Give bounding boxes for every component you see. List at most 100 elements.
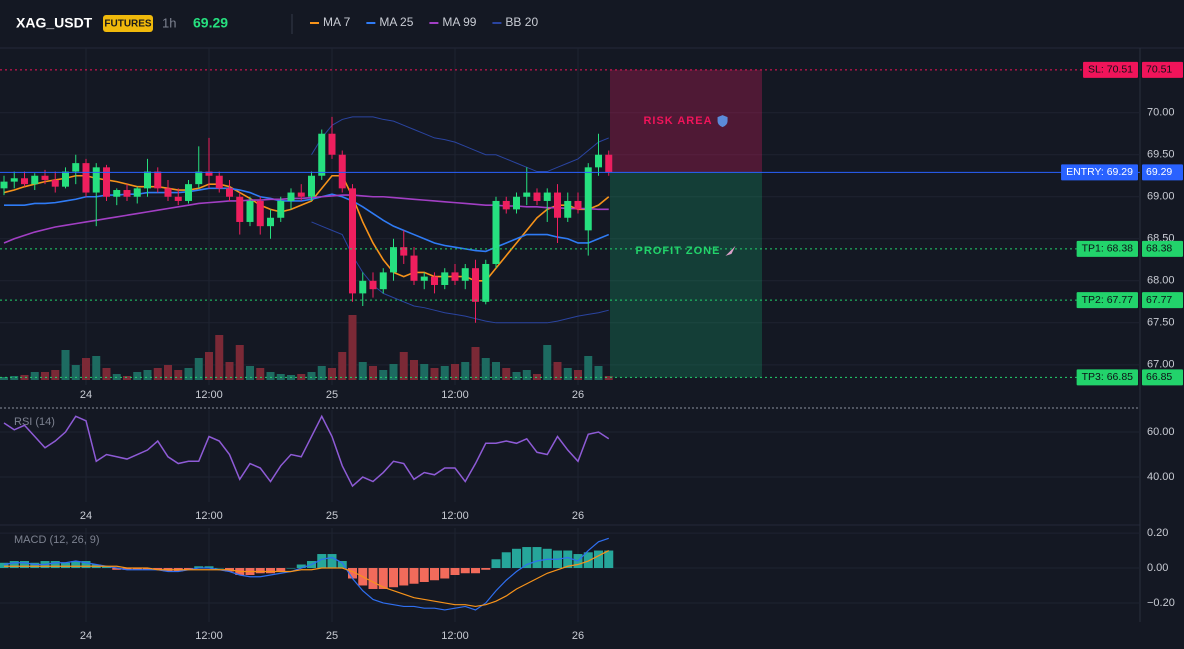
- level-tag-bg: [1061, 164, 1138, 181]
- candle-body: [492, 200, 500, 264]
- candle-body: [174, 196, 182, 201]
- macd-histogram-bar: [184, 568, 193, 570]
- rsi-line: [3, 414, 610, 488]
- candle-body: [256, 200, 264, 227]
- macd-histogram-bar: [214, 568, 224, 569]
- candle-body: [420, 276, 428, 281]
- volume-bar: [563, 368, 572, 380]
- y-tick-label: 67.50: [1147, 317, 1175, 329]
- volume-bar: [358, 362, 367, 380]
- y-tick-label: 0.20: [1147, 527, 1168, 539]
- candle-body: [185, 184, 192, 201]
- volume-bar: [174, 370, 183, 380]
- macd-histogram-bar: [563, 550, 573, 569]
- macd-histogram-bar: [266, 568, 275, 574]
- macd-histogram-bar: [317, 554, 327, 569]
- volume-bar: [82, 358, 90, 380]
- volume-bar: [430, 368, 439, 380]
- candle-body: [215, 175, 223, 189]
- volume-bar: [553, 362, 562, 380]
- candle-body: [10, 178, 18, 182]
- candle-body: [62, 171, 69, 187]
- x-tick-label: 26: [572, 389, 584, 401]
- macd-histogram-bar: [594, 550, 603, 569]
- legend-label: MA 7: [323, 15, 351, 29]
- candle-body: [472, 268, 479, 302]
- x-tick-label: 25: [326, 389, 338, 401]
- macd-histogram-bar: [337, 561, 347, 569]
- level-tag: SL: 70.51: [1088, 64, 1133, 76]
- macd-histogram-bar: [491, 559, 501, 569]
- candle-body: [574, 200, 582, 210]
- y-tick-label: −0.20: [1147, 597, 1175, 609]
- macd-histogram-bar: [102, 566, 111, 569]
- volume-bar: [307, 372, 316, 380]
- y-tick-label: 68.00: [1147, 275, 1175, 287]
- volume-bar: [123, 376, 131, 380]
- volume-bar: [451, 364, 459, 380]
- macd-histogram-bar: [112, 568, 122, 570]
- bb-upper: [311, 116, 609, 173]
- x-tick-label: 25: [326, 510, 338, 522]
- volume-bar: [594, 366, 603, 380]
- volume-bar: [143, 370, 152, 380]
- volume-bar: [522, 370, 531, 380]
- candle-body: [328, 133, 336, 155]
- price-tag: 70.51: [1146, 64, 1172, 76]
- candle-body: [482, 263, 490, 302]
- candle-body: [554, 192, 561, 218]
- volume-bar: [51, 370, 60, 380]
- candle-body: [359, 280, 367, 294]
- volume-bar: [410, 360, 418, 380]
- macd-histogram-bar: [50, 561, 60, 569]
- candle-body: [113, 190, 121, 197]
- x-tick-label: 12:00: [195, 389, 223, 401]
- volume-bar: [184, 368, 193, 380]
- macd-histogram-bar: [0, 562, 9, 569]
- macd-histogram-bar: [604, 550, 614, 569]
- volume-bar: [471, 347, 480, 380]
- candle-body: [164, 188, 172, 197]
- interval: 1h: [162, 15, 176, 30]
- candle-body: [103, 167, 110, 197]
- macd-histogram-bar: [81, 561, 91, 569]
- macd-histogram-bar: [389, 568, 398, 588]
- x-tick-label: 12:00: [441, 630, 469, 642]
- volume-bar: [328, 368, 336, 380]
- x-tick-label: 25: [326, 630, 338, 642]
- macd-histogram-bar: [419, 568, 429, 582]
- volume-bar: [502, 368, 511, 380]
- candle-body: [400, 247, 408, 256]
- candle-body: [277, 200, 285, 218]
- volume-bar: [235, 345, 244, 380]
- candle-body: [195, 171, 203, 185]
- macd-histogram-bar: [286, 568, 296, 569]
- macd-histogram-bar: [542, 548, 552, 569]
- level-tag: TP3: 66.85: [1082, 371, 1134, 383]
- level-tag-bg: [1076, 240, 1138, 257]
- x-tick-label: 26: [572, 630, 584, 642]
- y-tick-label: 70.00: [1147, 107, 1175, 119]
- candle-body: [584, 167, 592, 231]
- volume-bar: [348, 315, 357, 380]
- macd-histogram-bar: [153, 568, 163, 570]
- candle-body: [431, 276, 438, 285]
- shield-icon: [717, 115, 728, 128]
- price-tag: 69.29: [1146, 166, 1172, 178]
- macd-histogram-bar: [255, 568, 265, 574]
- candle-body: [502, 200, 510, 210]
- volume-bar: [0, 377, 8, 380]
- macd-histogram-bar: [399, 568, 409, 586]
- volume-bar: [574, 370, 582, 380]
- x-tick-label: 24: [80, 510, 92, 522]
- volume-bar: [225, 362, 234, 380]
- price-tag-bg: [1142, 292, 1183, 309]
- price-tag-bg: [1142, 61, 1183, 78]
- macd-histogram-bar: [532, 547, 542, 569]
- volume-bar: [512, 372, 521, 380]
- x-tick-label: 24: [80, 630, 92, 642]
- macd-histogram-bar: [61, 562, 70, 569]
- macd-histogram-bar: [132, 568, 142, 570]
